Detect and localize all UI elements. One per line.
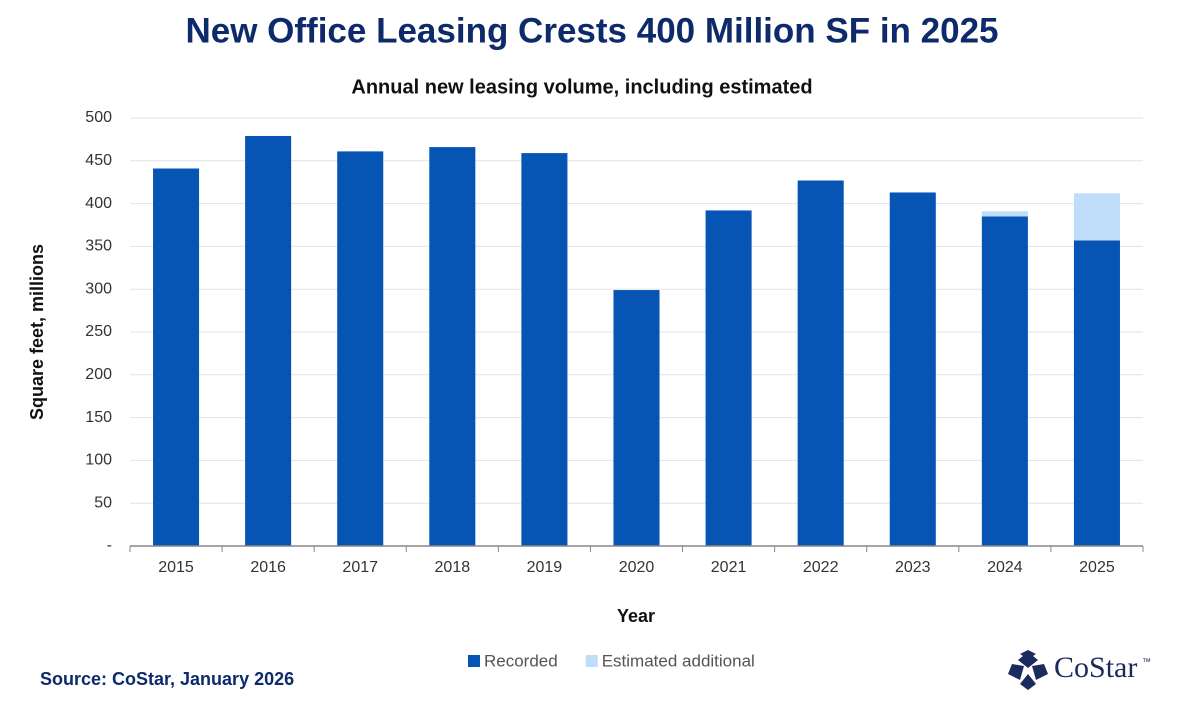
- y-tick-label: 250: [85, 323, 112, 340]
- bar-segment: [521, 153, 568, 546]
- y-axis-title: Square feet, millions: [27, 244, 47, 420]
- bar-segment: [797, 180, 844, 546]
- logo-icon: [1008, 650, 1048, 690]
- x-tick-label: 2023: [895, 559, 931, 576]
- logo-text: CoStar: [1054, 651, 1137, 684]
- y-tick-label: 50: [94, 494, 112, 511]
- bar-segment: [981, 216, 1028, 546]
- y-tick-label: 400: [85, 195, 112, 212]
- bar-segment: [705, 210, 752, 546]
- x-tick-label: 2024: [987, 559, 1023, 576]
- y-tick-label: 150: [85, 409, 112, 426]
- x-tick-label: 2025: [1079, 559, 1115, 576]
- x-tick-label: 2018: [435, 559, 471, 576]
- source-note: Source: CoStar, January 2026: [40, 669, 294, 689]
- y-tick-label: 300: [85, 280, 112, 297]
- x-tick-label: 2016: [250, 559, 286, 576]
- bar-segment: [429, 147, 476, 546]
- bar-segment: [1073, 240, 1120, 546]
- legend-label: Recorded: [484, 651, 558, 670]
- bar-segment: [245, 135, 292, 546]
- y-tick-label: 100: [85, 452, 112, 469]
- legend-label: Estimated additional: [602, 651, 755, 670]
- bar-segment: [337, 151, 384, 546]
- x-tick-label: 2020: [619, 559, 655, 576]
- legend-swatch: [468, 655, 480, 667]
- bar-segment: [613, 290, 660, 546]
- y-tick-label: -: [107, 537, 112, 554]
- bar-segment: [981, 211, 1028, 217]
- legend-swatch: [585, 655, 598, 667]
- x-axis-title: Year: [617, 606, 655, 626]
- y-tick-label: 500: [85, 109, 112, 126]
- x-tick-label: 2022: [803, 559, 839, 576]
- x-tick-label: 2019: [527, 559, 563, 576]
- x-tick-label: 2015: [158, 559, 194, 576]
- y-tick-label: 200: [85, 366, 112, 383]
- logo-trademark: ™: [1142, 656, 1151, 666]
- x-tick-label: 2017: [342, 559, 378, 576]
- chart-title: New Office Leasing Crests 400 Million SF…: [185, 11, 998, 50]
- x-tick-label: 2021: [711, 559, 747, 576]
- bar-segment: [889, 192, 936, 547]
- chart-subtitle: Annual new leasing volume, including est…: [351, 76, 812, 98]
- y-tick-label: 350: [85, 238, 112, 255]
- bar-segment: [153, 168, 200, 546]
- y-tick-label: 450: [85, 152, 112, 169]
- bar-segment: [1073, 193, 1120, 241]
